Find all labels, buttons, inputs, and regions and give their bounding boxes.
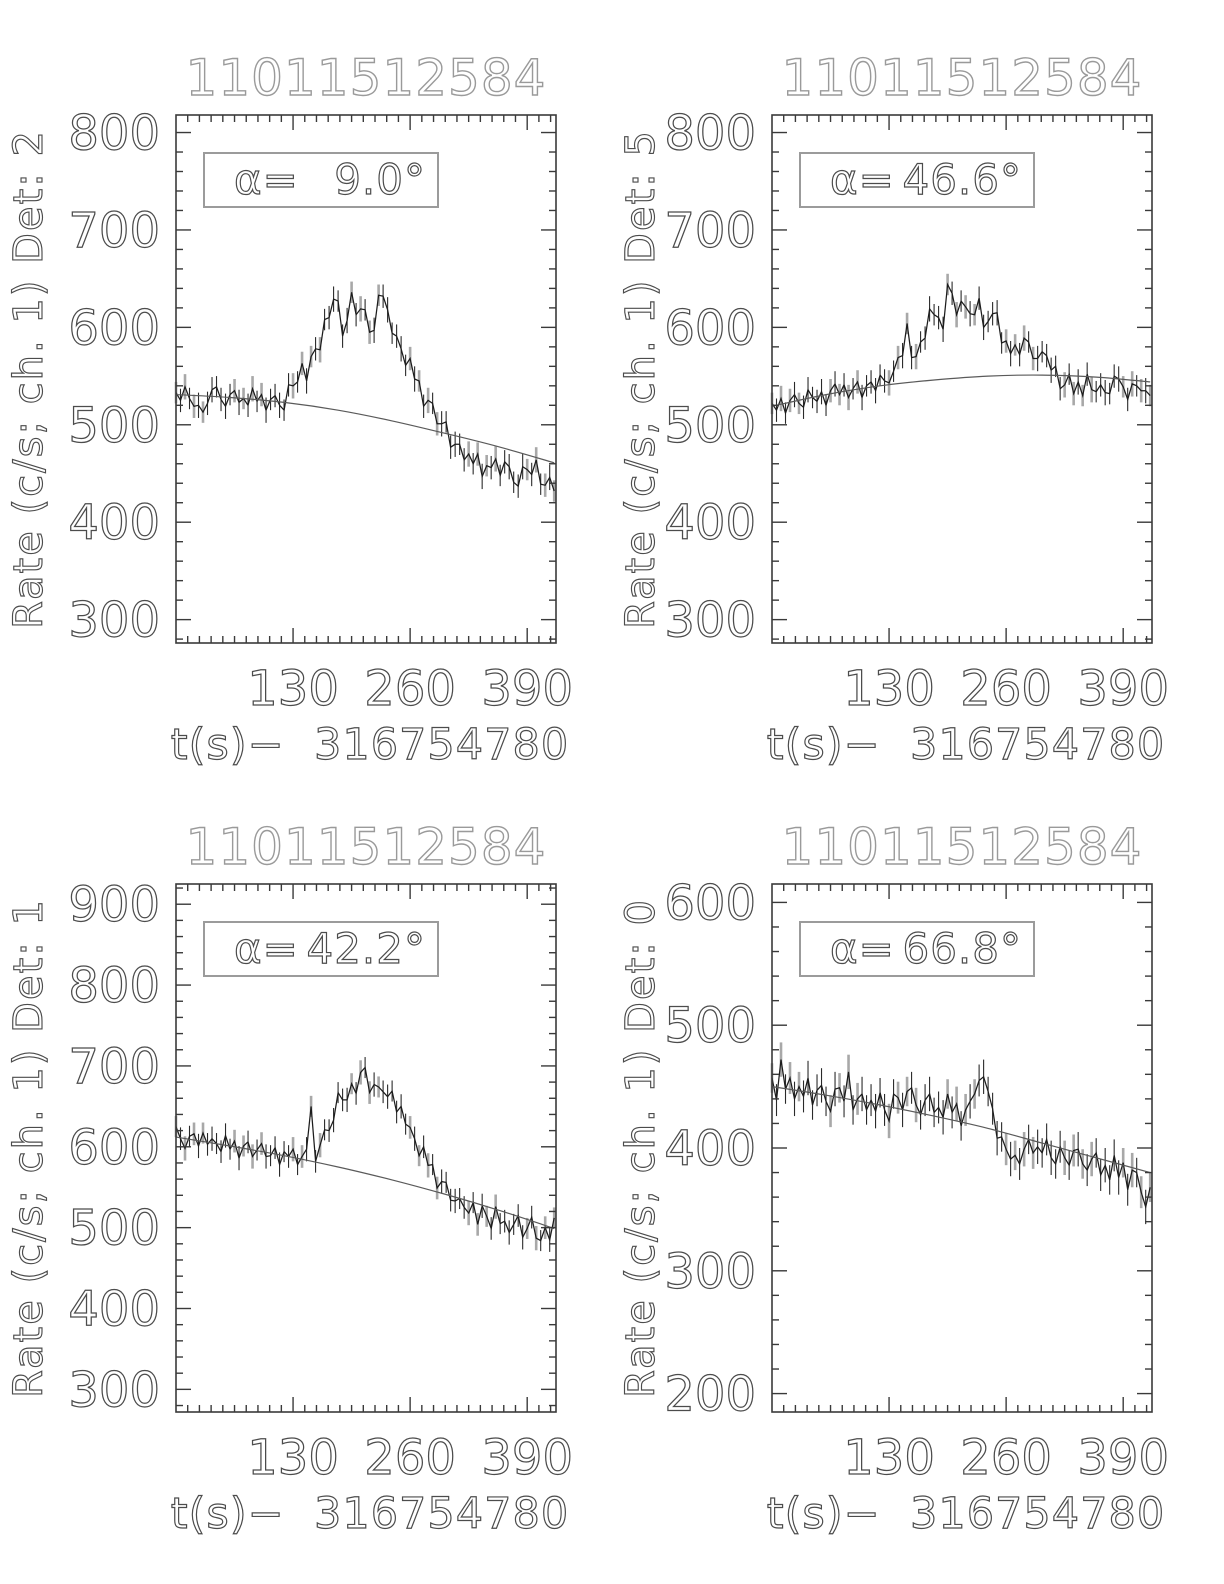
y-tick-label: 800 (68, 958, 160, 1014)
alpha-value: 66.8° (902, 924, 1022, 973)
y-tick-label: 700 (68, 1039, 160, 1095)
y-tick-label: 600 (68, 1120, 160, 1176)
alpha-label: α= (830, 924, 895, 973)
data-curve (175, 1066, 555, 1243)
alpha-label: α= (234, 155, 299, 204)
alpha-value: 46.6° (902, 155, 1022, 204)
y-axis-label: Rate (c/s; ch. 1) Det: 2 (6, 129, 52, 629)
y-axis-label: Rate (c/s; ch. 1) Det: 1 (6, 898, 52, 1398)
annotation-box: α= 46.6° (799, 152, 1035, 208)
panel-det2: 11011512584 Rate (c/s; ch. 1) Det: 2 t(s… (5, 48, 574, 770)
axis-frame (175, 883, 557, 1413)
x-axis-label: t(s)− 316754780 (171, 1489, 569, 1539)
plot-area: 300 400 500 600 700 800 900 130 260 390 (68, 877, 574, 1487)
plot-area: 300 400 500 600 700 800 130 260 390 (664, 105, 1170, 718)
y-tick-label: 400 (68, 1282, 160, 1338)
axis-frame (771, 114, 1153, 644)
error-bars (174, 1057, 556, 1252)
panel-title: 11011512584 (186, 818, 547, 876)
alpha-value: 9.0° (334, 155, 426, 204)
y-tick-label: 900 (68, 877, 160, 933)
data-curve (771, 282, 1151, 416)
y-tick-label: 400 (68, 495, 160, 551)
y-tick-label: 600 (664, 300, 756, 356)
tick-labels: 200 300 400 500 600 130 260 390 (664, 875, 1170, 1487)
annotation-border (203, 921, 439, 977)
annotation-border (799, 921, 1035, 977)
x-tick-label: 390 (481, 1430, 573, 1486)
annotation-border (203, 152, 439, 208)
tick-labels: 300 400 500 600 700 800 130 260 390 (68, 105, 574, 718)
x-tick-label: 130 (843, 1430, 935, 1486)
annotation-box: α= 66.8° (799, 921, 1035, 977)
plot-area: 300 400 500 600 700 800 130 260 390 (68, 105, 574, 718)
annotation-border (799, 152, 1035, 208)
y-tick-label: 300 (68, 593, 160, 649)
x-axis-label: t(s)− 316754780 (171, 720, 569, 770)
background-model-curve (771, 374, 1151, 407)
alpha-label: α= (830, 155, 895, 204)
y-tick-label: 500 (664, 998, 756, 1054)
y-axis-label: Rate (c/s; ch. 1) Det: 0 (618, 898, 664, 1398)
alpha-label: α= (234, 924, 299, 973)
x-tick-label: 260 (364, 1430, 456, 1486)
alpha-value: 42.2° (306, 924, 426, 973)
y-tick-label: 800 (68, 106, 160, 162)
panel-title: 11011512584 (782, 49, 1143, 107)
background-model-curve (771, 1086, 1151, 1174)
background-model-curve (175, 1136, 555, 1230)
panel-det5: 11011512584 Rate (c/s; ch. 1) Det: 5 t(s… (617, 48, 1170, 770)
error-bars (770, 273, 1152, 424)
plot-area: 200 300 400 500 600 130 260 390 (664, 875, 1170, 1487)
y-tick-label: 800 (664, 106, 756, 162)
y-tick-label: 300 (664, 593, 756, 649)
background-model-curve (175, 393, 555, 464)
y-tick-label: 700 (68, 203, 160, 259)
y-tick-label: 500 (664, 398, 756, 454)
y-tick-label: 400 (664, 1121, 756, 1177)
x-tick-label: 390 (1077, 1430, 1169, 1486)
y-axis-label: Rate (c/s; ch. 1) Det: 5 (618, 129, 664, 629)
x-axis-label: t(s)− 316754780 (767, 1489, 1165, 1539)
y-tick-label: 500 (68, 1201, 160, 1257)
annotation-box: α= 9.0° (203, 152, 439, 208)
x-tick-label: 260 (960, 661, 1052, 717)
x-tick-label: 390 (481, 661, 573, 717)
y-tick-label: 600 (68, 300, 160, 356)
y-tick-label: 600 (664, 875, 756, 931)
error-bars (770, 1042, 1152, 1225)
annotation-box: α= 42.2° (203, 921, 439, 977)
x-axis-label: t(s)− 316754780 (767, 720, 1165, 770)
y-tick-label: 500 (68, 398, 160, 454)
x-tick-label: 130 (247, 661, 339, 717)
data-curve (175, 292, 555, 492)
x-tick-label: 260 (364, 661, 456, 717)
y-tick-label: 400 (664, 495, 756, 551)
panel-title: 11011512584 (186, 49, 547, 107)
panel-det1: 11011512584 Rate (c/s; ch. 1) Det: 1 t(s… (5, 817, 574, 1539)
y-tick-label: 700 (664, 203, 756, 259)
y-tick-label: 300 (68, 1362, 160, 1418)
x-tick-label: 130 (247, 1430, 339, 1486)
y-tick-label: 300 (664, 1244, 756, 1300)
panel-det0: 11011512584 Rate (c/s; ch. 1) Det: 0 t(s… (617, 817, 1170, 1539)
y-tick-label: 200 (664, 1367, 756, 1423)
data-curve (771, 1059, 1151, 1210)
tick-labels: 300 400 500 600 700 800 900 130 260 390 (68, 877, 574, 1487)
axis-frame (771, 883, 1153, 1413)
axis-frame (175, 114, 557, 644)
x-tick-label: 390 (1077, 661, 1169, 717)
panel-title: 11011512584 (782, 818, 1143, 876)
x-tick-label: 130 (843, 661, 935, 717)
tick-labels: 300 400 500 600 700 800 130 260 390 (664, 105, 1170, 718)
x-tick-label: 260 (960, 1430, 1052, 1486)
